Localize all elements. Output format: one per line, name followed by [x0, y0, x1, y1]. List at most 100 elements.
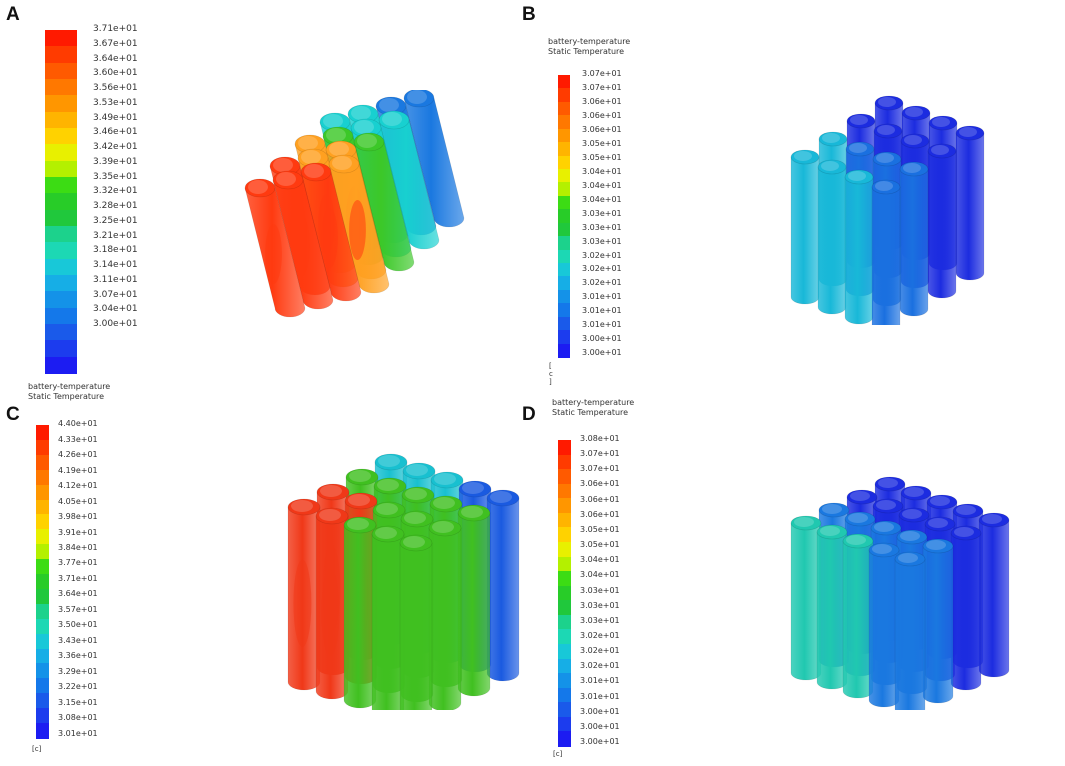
tick-label: 3.01e+01 [580, 691, 620, 701]
tick-label: 3.42e+01 [93, 142, 138, 152]
tick-label: 3.02e+01 [580, 646, 620, 656]
color-bar-segment [558, 716, 571, 733]
color-bar-segment [45, 275, 77, 292]
tick-label: 3.00e+01 [93, 319, 138, 329]
color-bar-segment [558, 316, 570, 331]
battery-cell [899, 161, 929, 317]
color-bar-segment [558, 169, 570, 184]
battery-cell [817, 159, 847, 315]
color-bar-segment [558, 687, 571, 703]
colorbar-header-d: battery-temperature Static Temperature [552, 398, 634, 418]
tick-label: 4.19e+01 [58, 465, 98, 475]
tick-label: 3.02e+01 [582, 264, 622, 274]
color-bar-segment [36, 603, 49, 620]
battery-cell [922, 538, 954, 704]
color-bar-segment [558, 343, 570, 358]
tick-label: 3.06e+01 [580, 479, 620, 489]
color-bar-segment [558, 249, 570, 264]
tick-label: 3.01e+01 [58, 728, 98, 738]
tick-label: 3.46e+01 [93, 127, 138, 138]
header-line2: Static Temperature [552, 408, 629, 417]
tick-label: 3.53e+01 [93, 97, 138, 108]
battery-cell [790, 515, 822, 681]
battery-cell [978, 512, 1010, 678]
color-bar-segment [558, 498, 571, 514]
tick-label: 3.02e+01 [582, 278, 622, 288]
tick-label: 3.71e+01 [58, 573, 98, 583]
color-bar-segment [45, 242, 77, 260]
tick-label: 3.98e+01 [58, 512, 98, 521]
color-bar-segment [558, 571, 571, 587]
tick-label: 3.22e+01 [58, 682, 98, 692]
color-bar-segment [558, 101, 570, 116]
color-bar-segment [45, 307, 77, 325]
color-bar-segment [558, 629, 571, 645]
header-line2: Static Temperature [28, 392, 105, 401]
color-bar-segment [558, 289, 570, 304]
tick-label: 3.06e+01 [580, 509, 620, 519]
color-bar-segment [36, 574, 49, 590]
tick-label: 3.04e+01 [580, 570, 620, 580]
header-line1: battery-temperature [552, 398, 635, 407]
header-line2: Static Temperature [548, 47, 625, 56]
color-bar-segment [558, 236, 570, 251]
tick-label: 3.00e+01 [580, 706, 620, 716]
tick-label: 3.05e+01 [580, 524, 620, 534]
tick-label: 3.11e+01 [93, 274, 138, 285]
battery-cell [315, 507, 349, 700]
tick-label: 3.01e+01 [580, 676, 620, 686]
tick-label: 3.00e+01 [580, 736, 620, 746]
color-bar-segment [558, 195, 570, 210]
color-bar-segment [558, 128, 570, 143]
tick-label: 3.03e+01 [582, 222, 622, 232]
battery-cell [790, 149, 820, 305]
tick-labels-d: 3.08e+01 3.07e+01 3.07e+01 3.06e+01 3.06e+01… [580, 434, 650, 756]
tick-label: 3.02e+01 [580, 661, 620, 671]
colorbar-header-c: battery-temperature Static Temperature [28, 382, 110, 402]
color-bar-segment [558, 222, 570, 237]
tick-label: 3.60e+01 [93, 68, 138, 79]
tick-label: 3.43e+01 [58, 635, 98, 645]
color-bar-c [36, 425, 49, 739]
panel-label-a: A [6, 4, 20, 25]
battery-cell [894, 551, 926, 710]
tick-label: 3.71e+01 [93, 24, 138, 34]
color-bar-segment [558, 483, 571, 499]
tick-label: 3.05e+01 [582, 152, 622, 162]
color-bar-segment [36, 588, 49, 605]
color-bar-segment [45, 95, 77, 113]
color-bar-segment [558, 155, 570, 170]
color-bar-segment [36, 454, 49, 471]
header-line1: battery-temperature [548, 37, 631, 46]
color-bar-segment [558, 585, 571, 601]
tick-label: 3.35e+01 [93, 171, 138, 182]
battery-cell [816, 524, 848, 690]
panel-label-c: C [6, 404, 20, 425]
color-bar-segment [558, 658, 571, 674]
battery-cell [868, 542, 900, 708]
color-bar-segment [558, 731, 571, 747]
battery-pack-d [790, 476, 1010, 710]
color-bar-segment [558, 469, 571, 485]
color-bar-b [558, 75, 570, 358]
tick-label: 3.04e+01 [580, 555, 620, 565]
tick-label: 3.56e+01 [93, 83, 138, 93]
header-line1: battery-temperature [28, 382, 111, 391]
tick-label: 3.00e+01 [580, 721, 620, 731]
tick-label: 3.32e+01 [93, 186, 138, 197]
color-bar-segment [36, 708, 49, 724]
tick-label: 3.07e+01 [580, 449, 620, 459]
color-bar-a [45, 30, 77, 374]
battery-cell [428, 519, 462, 710]
color-bar-segment [45, 79, 77, 96]
tick-label: 3.05e+01 [580, 540, 620, 549]
color-bar-segment [558, 115, 570, 130]
tick-label: 3.04e+01 [582, 194, 622, 204]
color-bar-segment [45, 209, 77, 227]
tick-label: 4.05e+01 [58, 496, 98, 506]
tick-label: 3.25e+01 [93, 215, 138, 226]
color-bar-segment [558, 454, 571, 470]
color-bar-segment [558, 512, 571, 529]
tick-label: 3.01e+01 [582, 320, 622, 330]
tick-label: 3.57e+01 [58, 604, 98, 614]
